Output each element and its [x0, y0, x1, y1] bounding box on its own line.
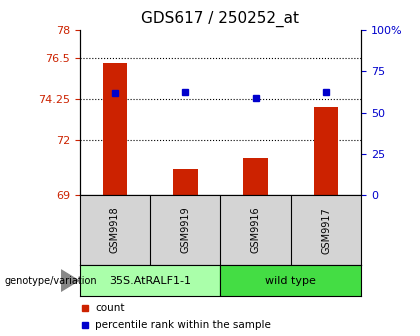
Polygon shape: [61, 270, 79, 291]
Text: 35S.AtRALF1-1: 35S.AtRALF1-1: [109, 276, 191, 286]
Text: GSM9918: GSM9918: [110, 207, 120, 253]
Text: genotype/variation: genotype/variation: [4, 276, 97, 286]
Text: GSM9917: GSM9917: [321, 207, 331, 254]
Text: wild type: wild type: [265, 276, 316, 286]
Title: GDS617 / 250252_at: GDS617 / 250252_at: [142, 11, 299, 28]
Text: GSM9916: GSM9916: [251, 207, 261, 253]
Bar: [173, 169, 198, 195]
Text: GSM9919: GSM9919: [180, 207, 190, 253]
Bar: [102, 63, 127, 195]
Text: percentile rank within the sample: percentile rank within the sample: [95, 320, 271, 330]
Bar: [314, 107, 339, 195]
Text: count: count: [95, 303, 125, 313]
Bar: [243, 158, 268, 195]
